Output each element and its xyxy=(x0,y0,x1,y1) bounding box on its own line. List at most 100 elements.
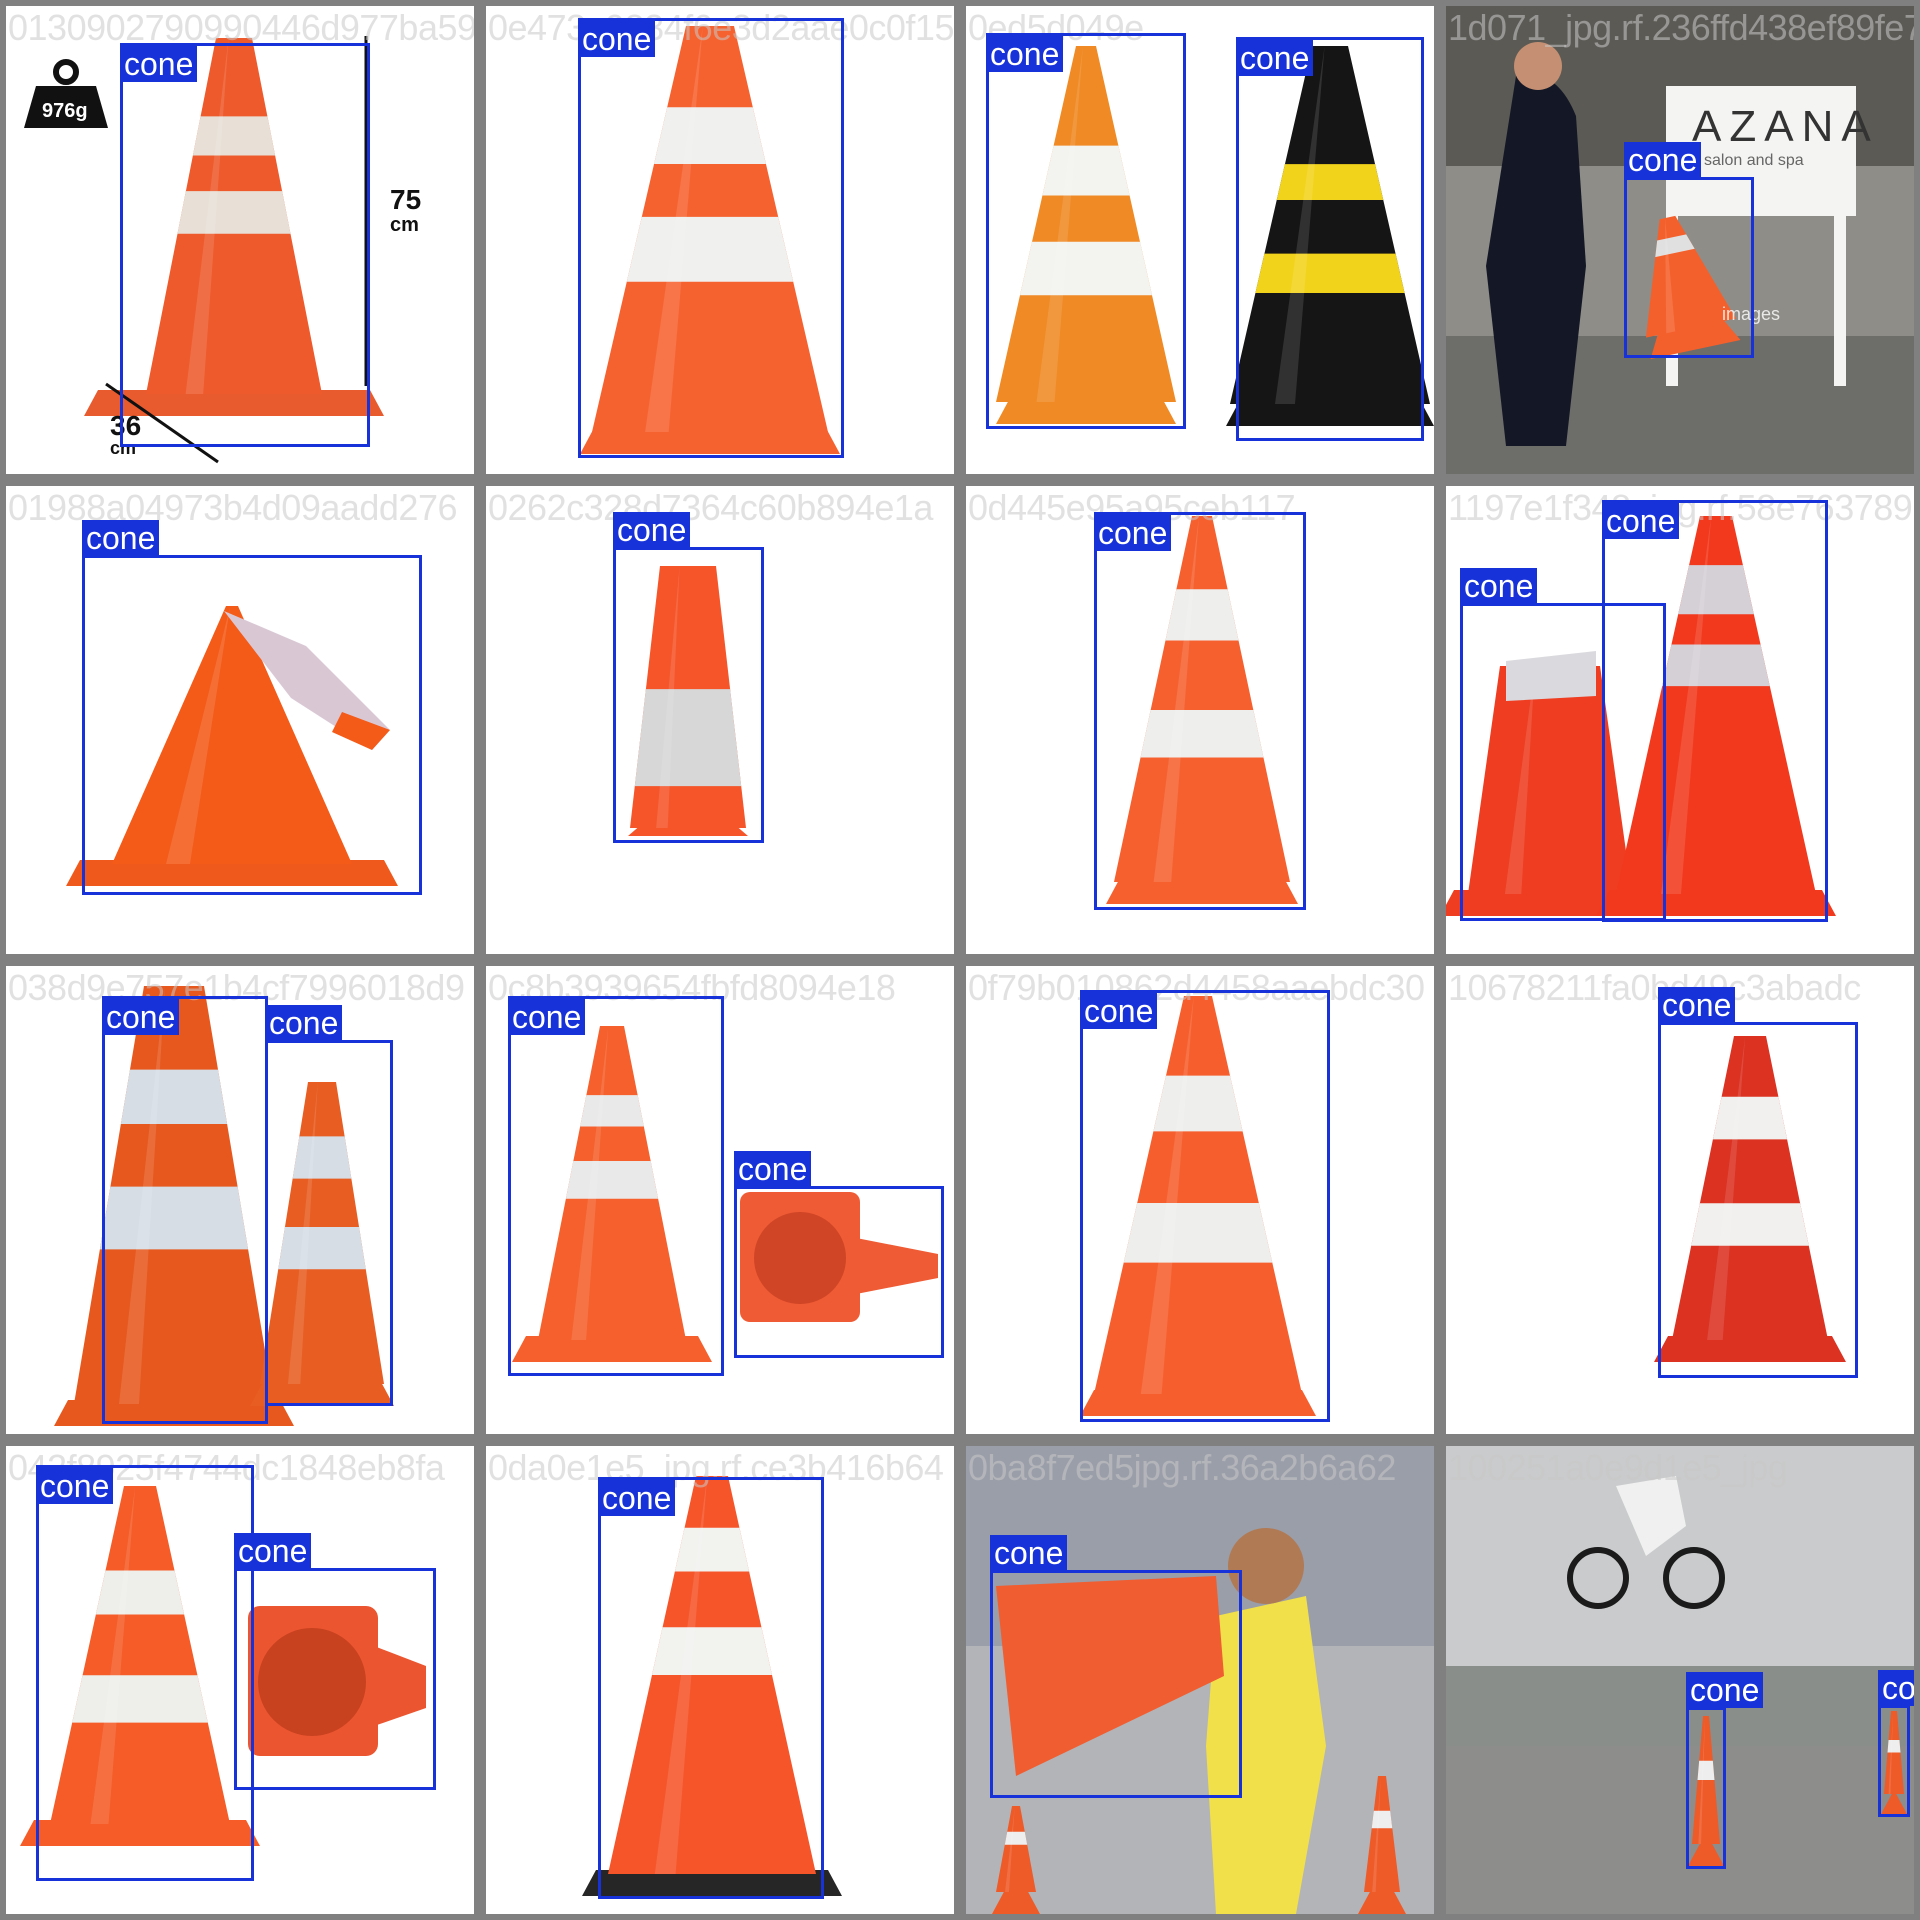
image-tile: 042f8925f4744dc1848eb8fa cone cone xyxy=(6,1446,474,1914)
detection-box: cone xyxy=(990,1535,1242,1798)
image-tile: 0ba8f7ed5jpg.rf.36a2b6a62 cone xyxy=(966,1446,1434,1914)
traffic-cone xyxy=(1596,516,1836,916)
detection-label: cone xyxy=(1686,1672,1764,1708)
detection-box: cone xyxy=(1460,568,1666,921)
detection-box: cone xyxy=(1878,1670,1914,1817)
detection-box: cone xyxy=(1686,1672,1764,1869)
base-value: 36 xyxy=(110,410,142,441)
image-tile: 0ed5d049e cone cone xyxy=(966,6,1434,474)
weight-icon xyxy=(24,86,108,128)
detection-box: cone xyxy=(234,1533,436,1790)
tile-image xyxy=(1446,1446,1914,1914)
traffic-cone xyxy=(512,1026,712,1362)
tile-image xyxy=(628,566,748,836)
detection-box: cone xyxy=(986,33,1186,429)
traffic-cone xyxy=(628,566,748,836)
detection-label: cone xyxy=(120,46,198,82)
detection-label: cone xyxy=(1094,515,1172,551)
image-tile: 100251a0e9d1e5_jpgconecone xyxy=(1446,1446,1914,1914)
image-tile: 0262c328d7364c60b894e1a cone xyxy=(486,486,954,954)
tile-image xyxy=(20,1486,426,1846)
detection-label: cone xyxy=(234,1533,312,1569)
detection-box: cone xyxy=(613,512,764,843)
detection-label: cone xyxy=(1236,40,1314,76)
traffic-cone xyxy=(992,1806,1040,1914)
height-value: 75 xyxy=(390,184,422,215)
tile-image xyxy=(1106,516,1298,904)
traffic-cone xyxy=(1106,516,1298,904)
tile-image xyxy=(996,46,1434,426)
tile-image xyxy=(1080,996,1316,1416)
detection-label: cone xyxy=(82,520,160,556)
detection-box: cone xyxy=(1602,500,1828,922)
detection-box: cone xyxy=(1094,512,1306,910)
bent-cone xyxy=(1446,666,1660,916)
height-unit: cm xyxy=(390,214,419,236)
detection-label: cone xyxy=(613,512,691,548)
traffic-cone xyxy=(250,1082,394,1406)
detection-box: cone xyxy=(102,996,268,1424)
detection-box: cone xyxy=(598,1477,824,1899)
traffic-cone xyxy=(66,606,398,886)
detection-box: cone xyxy=(578,18,844,458)
raised-cone xyxy=(996,1576,1224,1776)
sign-subtitle: salon and spa xyxy=(1704,152,1804,169)
image-tile: 0c8b3939654fbfd8094e18 cone cone xyxy=(486,966,954,1434)
tile-image xyxy=(1446,516,1836,916)
image-tile: 10678211fa0bd49c3abadc cone xyxy=(1446,966,1914,1434)
detection-label: cone xyxy=(1624,142,1702,178)
orange-cone xyxy=(996,46,1176,424)
traffic-cone xyxy=(54,986,294,1426)
detection-label: cone xyxy=(36,1468,114,1504)
base-unit: cm xyxy=(110,438,137,458)
detection-box: cone xyxy=(265,1005,393,1406)
detection-label: cone xyxy=(508,999,586,1035)
tile-image xyxy=(966,1446,1434,1914)
traffic-cone xyxy=(1080,996,1316,1416)
weight-label: 976g xyxy=(42,100,88,122)
detection-label: cone xyxy=(265,1005,343,1041)
police-officer xyxy=(1486,74,1586,446)
detection-label: cone xyxy=(1658,987,1736,1023)
tile-image xyxy=(582,1476,842,1896)
detection-box: cone xyxy=(120,43,370,447)
tile-image xyxy=(66,606,398,886)
sign-title: AZANA xyxy=(1692,102,1879,151)
traffic-cone xyxy=(582,1476,842,1896)
traffic-cone xyxy=(1358,1776,1406,1914)
image-tile: 0d445e95a95ceb117 cone xyxy=(966,486,1434,954)
detection-box: cone xyxy=(82,520,422,895)
detection-label: cone xyxy=(1080,993,1158,1029)
detection-label: cone xyxy=(578,21,656,57)
tile-image xyxy=(1654,1036,1846,1362)
detection-label: cone xyxy=(990,1535,1068,1571)
detection-label: cone xyxy=(986,36,1064,72)
detection-box: cone xyxy=(734,1151,944,1358)
tile-image xyxy=(54,986,394,1426)
detection-label: cone xyxy=(734,1151,812,1187)
image-tile: 1197e1f348_jpg.rf.58e763789 cone cone xyxy=(1446,486,1914,954)
traffic-cone xyxy=(580,26,840,454)
detection-label: cone xyxy=(1878,1670,1914,1706)
image-tile: 01988a04973b4d09aadd276 cone xyxy=(6,486,474,954)
detection-box: cone xyxy=(1658,987,1858,1378)
detection-box: cone xyxy=(36,1465,254,1881)
traffic-cone xyxy=(1645,215,1741,360)
bmx-rider xyxy=(1567,1547,1629,1609)
traffic-cone xyxy=(1688,1716,1724,1866)
image-tile: 1d071_jpg.rf.236ffd438ef89fe7 AZANA salon … xyxy=(1446,6,1914,474)
person-yellow-shirt xyxy=(1206,1596,1326,1914)
traffic-cone xyxy=(1880,1711,1908,1816)
detection-box: cone xyxy=(1080,990,1330,1422)
tile-image xyxy=(1446,6,1914,474)
image-tile: 038d9e757e1b4cf7996018d9 cone cone xyxy=(6,966,474,1434)
detection-label: cone xyxy=(598,1480,676,1516)
detection-box: cone xyxy=(1236,37,1424,441)
detection-label: cone xyxy=(1602,503,1680,539)
image-tile: 0da0e1e5_jpg.rf.ce3b416b64 cone xyxy=(486,1446,954,1914)
image-tile: 0f79b010862d4458aaebdc30 cone xyxy=(966,966,1434,1434)
detection-box: cone xyxy=(508,996,724,1376)
tile-image xyxy=(580,26,840,454)
image-tile: 0e473e9834f6e3d2aae0c0f15 cone xyxy=(486,6,954,474)
